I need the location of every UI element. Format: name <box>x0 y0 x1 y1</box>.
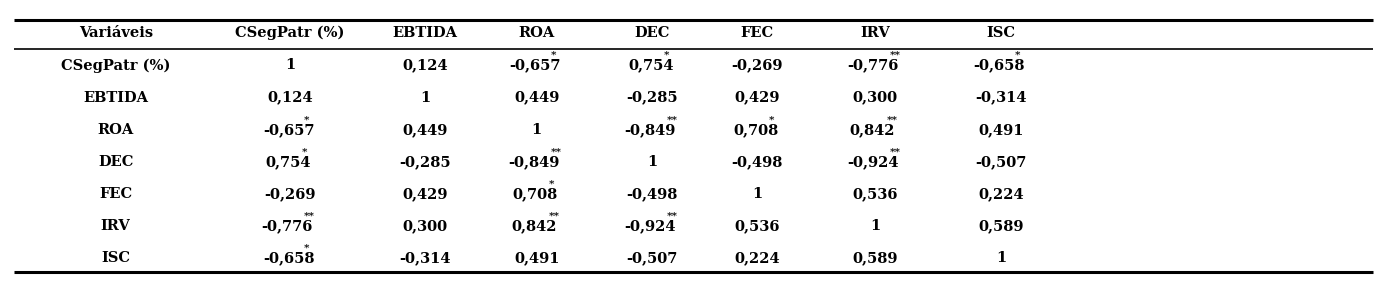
Text: **: ** <box>304 212 315 221</box>
Text: -0,314: -0,314 <box>976 91 1026 105</box>
Text: **: ** <box>666 115 677 124</box>
Text: -0,657: -0,657 <box>510 58 560 72</box>
Text: -0,285: -0,285 <box>626 91 679 105</box>
Text: -0,507: -0,507 <box>976 155 1026 169</box>
Text: -0,498: -0,498 <box>732 155 782 169</box>
Text: EBTIDA: EBTIDA <box>393 26 457 40</box>
Text: 0,124: 0,124 <box>268 91 312 105</box>
Text: 0,449: 0,449 <box>514 91 559 105</box>
Text: *: * <box>301 147 307 156</box>
Text: *: * <box>768 115 774 124</box>
Text: 0,124: 0,124 <box>403 58 447 72</box>
Text: -0,269: -0,269 <box>265 187 315 201</box>
Text: ROA: ROA <box>98 123 134 137</box>
Text: -0,849: -0,849 <box>625 123 675 137</box>
Text: **: ** <box>887 115 898 124</box>
Text: *: * <box>304 244 309 253</box>
Text: -0,924: -0,924 <box>623 219 675 233</box>
Text: 0,429: 0,429 <box>735 91 779 105</box>
Text: CSegPatr (%): CSegPatr (%) <box>61 58 170 73</box>
Text: *: * <box>304 115 309 124</box>
Text: 0,754: 0,754 <box>629 58 673 72</box>
Text: -0,776: -0,776 <box>848 58 898 72</box>
Text: -0,657: -0,657 <box>263 123 314 137</box>
Text: *: * <box>664 51 669 60</box>
Text: 0,300: 0,300 <box>403 219 447 233</box>
Text: -0,924: -0,924 <box>846 155 898 169</box>
Text: IRV: IRV <box>860 26 891 40</box>
Text: ROA: ROA <box>519 26 555 40</box>
Text: 0,449: 0,449 <box>403 123 447 137</box>
Text: ISC: ISC <box>987 26 1015 40</box>
Text: CSegPatr (%): CSegPatr (%) <box>236 26 344 40</box>
Text: 0,708: 0,708 <box>513 187 558 201</box>
Text: 0,491: 0,491 <box>514 251 559 265</box>
Text: -0,285: -0,285 <box>399 155 452 169</box>
Text: Variáveis: Variáveis <box>78 26 153 40</box>
Text: 0,300: 0,300 <box>853 91 898 105</box>
Text: 0,224: 0,224 <box>735 251 779 265</box>
Text: -0,776: -0,776 <box>262 219 312 233</box>
Text: 1: 1 <box>420 91 431 105</box>
Text: **: ** <box>548 212 559 221</box>
Text: 0,842: 0,842 <box>850 123 895 137</box>
Text: 1: 1 <box>995 251 1006 265</box>
Text: FEC: FEC <box>740 26 774 40</box>
Text: 0,708: 0,708 <box>733 123 778 137</box>
Text: 1: 1 <box>751 187 763 201</box>
Text: 0,536: 0,536 <box>853 187 898 201</box>
Text: 0,589: 0,589 <box>979 219 1023 233</box>
Text: *: * <box>551 51 556 60</box>
Text: *: * <box>548 180 553 188</box>
Text: 1: 1 <box>870 219 881 233</box>
Text: FEC: FEC <box>99 187 132 201</box>
Text: 1: 1 <box>531 123 542 137</box>
Text: -0,849: -0,849 <box>509 155 559 169</box>
Text: 0,536: 0,536 <box>735 219 779 233</box>
Text: 0,589: 0,589 <box>853 251 898 265</box>
Text: 0,754: 0,754 <box>266 155 311 169</box>
Text: **: ** <box>889 51 901 60</box>
Text: DEC: DEC <box>634 26 671 40</box>
Text: **: ** <box>889 147 901 156</box>
Text: -0,507: -0,507 <box>627 251 677 265</box>
Text: DEC: DEC <box>98 155 134 169</box>
Text: -0,269: -0,269 <box>732 58 782 72</box>
Text: -0,658: -0,658 <box>974 58 1025 72</box>
Text: 0,224: 0,224 <box>979 187 1023 201</box>
Text: 0,429: 0,429 <box>403 187 447 201</box>
Text: 1: 1 <box>284 58 296 72</box>
Text: EBTIDA: EBTIDA <box>84 91 148 105</box>
Text: -0,498: -0,498 <box>627 187 677 201</box>
Text: -0,314: -0,314 <box>400 251 450 265</box>
Text: ISC: ISC <box>102 251 130 265</box>
Text: 0,491: 0,491 <box>979 123 1023 137</box>
Text: IRV: IRV <box>100 219 131 233</box>
Text: 1: 1 <box>647 155 658 169</box>
Text: *: * <box>1015 51 1020 60</box>
Text: 0,842: 0,842 <box>512 219 556 233</box>
Text: -0,658: -0,658 <box>263 251 314 265</box>
Text: **: ** <box>666 212 677 221</box>
Text: **: ** <box>551 147 562 156</box>
